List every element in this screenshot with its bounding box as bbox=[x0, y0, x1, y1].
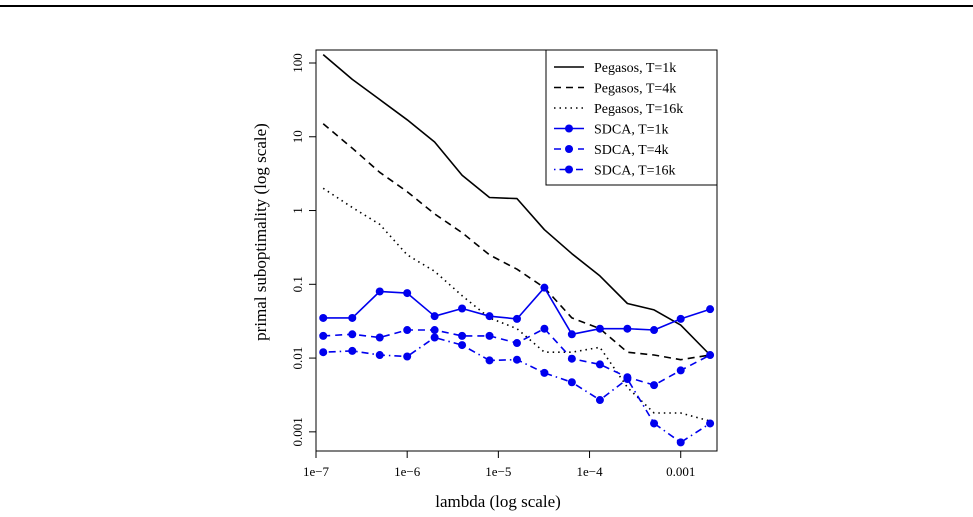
legend-item: SDCA, T=1k bbox=[554, 123, 669, 138]
legend-item: SDCA, T=4k bbox=[554, 143, 669, 158]
series-4 bbox=[319, 283, 715, 339]
data-point bbox=[458, 341, 467, 350]
x-axis-label: lambda (log scale) bbox=[435, 492, 561, 511]
series-line bbox=[322, 53, 711, 356]
series-layer bbox=[319, 53, 715, 447]
data-point bbox=[540, 283, 549, 292]
data-point bbox=[512, 314, 521, 323]
data-point bbox=[623, 375, 632, 384]
data-point bbox=[567, 330, 576, 339]
data-point bbox=[676, 314, 685, 323]
x-axis: 1e−7 1e−6 1e−5 1e−4 0.001 bbox=[303, 450, 695, 479]
legend-label: Pegasos, T=16k bbox=[594, 102, 683, 117]
data-point bbox=[485, 312, 494, 321]
legend-label: SDCA, T=16k bbox=[594, 164, 676, 179]
legend-label: Pegasos, T=1k bbox=[594, 61, 676, 76]
x-tick-label: 0.001 bbox=[666, 464, 695, 479]
data-point bbox=[567, 354, 576, 363]
data-point bbox=[375, 287, 384, 296]
data-point bbox=[348, 346, 357, 355]
data-point bbox=[319, 331, 328, 340]
data-point bbox=[512, 339, 521, 348]
data-point bbox=[567, 378, 576, 387]
y-tick-label: 0.1 bbox=[290, 276, 305, 292]
data-point bbox=[458, 304, 467, 313]
data-point bbox=[540, 324, 549, 333]
data-point bbox=[485, 331, 494, 340]
data-point bbox=[348, 330, 357, 339]
page-top-rule bbox=[0, 5, 973, 7]
legend-item: Pegasos, T=16k bbox=[554, 102, 683, 117]
data-point bbox=[458, 331, 467, 340]
legend-marker bbox=[565, 165, 573, 174]
data-point bbox=[403, 289, 412, 298]
legend-label: Pegasos, T=4k bbox=[594, 82, 676, 97]
data-point bbox=[430, 333, 439, 342]
x-tick-label: 1e−7 bbox=[303, 464, 330, 479]
data-point bbox=[319, 348, 328, 357]
data-point bbox=[430, 326, 439, 335]
data-point bbox=[595, 396, 604, 405]
data-point bbox=[512, 355, 521, 364]
y-tick-label: 10 bbox=[290, 130, 305, 143]
data-point bbox=[430, 312, 439, 321]
data-point bbox=[375, 351, 384, 360]
series-1 bbox=[322, 53, 711, 356]
data-point bbox=[676, 438, 685, 447]
x-tick-label: 1e−4 bbox=[576, 464, 603, 479]
y-tick-label: 100 bbox=[290, 53, 305, 73]
legend-label: SDCA, T=4k bbox=[594, 143, 669, 158]
y-tick-label: 0.01 bbox=[290, 347, 305, 370]
y-tick-label: 1 bbox=[290, 207, 305, 214]
data-point bbox=[650, 326, 659, 335]
data-point bbox=[319, 313, 328, 322]
data-point bbox=[485, 356, 494, 365]
series-line bbox=[322, 123, 711, 361]
data-point bbox=[623, 324, 632, 333]
legend-item: SDCA, T=16k bbox=[554, 164, 676, 179]
series-5 bbox=[319, 324, 715, 390]
data-point bbox=[375, 333, 384, 342]
data-point bbox=[403, 352, 412, 361]
data-point bbox=[650, 381, 659, 390]
x-tick-label: 1e−5 bbox=[485, 464, 511, 479]
y-tick-label: 0.001 bbox=[290, 417, 305, 446]
data-point bbox=[348, 313, 357, 322]
x-tick-label: 1e−6 bbox=[394, 464, 421, 479]
data-point bbox=[676, 366, 685, 375]
data-point bbox=[403, 326, 412, 335]
y-axis-label: primal suboptimality (log scale) bbox=[251, 123, 270, 341]
data-point bbox=[540, 368, 549, 377]
data-point bbox=[706, 351, 715, 360]
legend-marker bbox=[565, 145, 573, 153]
series-2 bbox=[322, 123, 711, 361]
data-point bbox=[595, 360, 604, 369]
series-6 bbox=[319, 333, 715, 447]
legend: Pegasos, T=1k Pegasos, T=4k Pegasos, T=16k… bbox=[545, 49, 718, 186]
data-point bbox=[706, 419, 715, 428]
data-point bbox=[595, 324, 604, 333]
legend-marker bbox=[565, 124, 573, 133]
legend-label: SDCA, T=1k bbox=[594, 123, 669, 138]
data-point bbox=[650, 419, 659, 428]
data-point bbox=[706, 305, 715, 314]
y-axis: 100 10 1 0.1 0.01 0.001 bbox=[290, 53, 317, 446]
legend-item: Pegasos, T=4k bbox=[554, 82, 676, 97]
legend-item: Pegasos, T=1k bbox=[554, 61, 676, 76]
legend-box bbox=[545, 49, 718, 186]
